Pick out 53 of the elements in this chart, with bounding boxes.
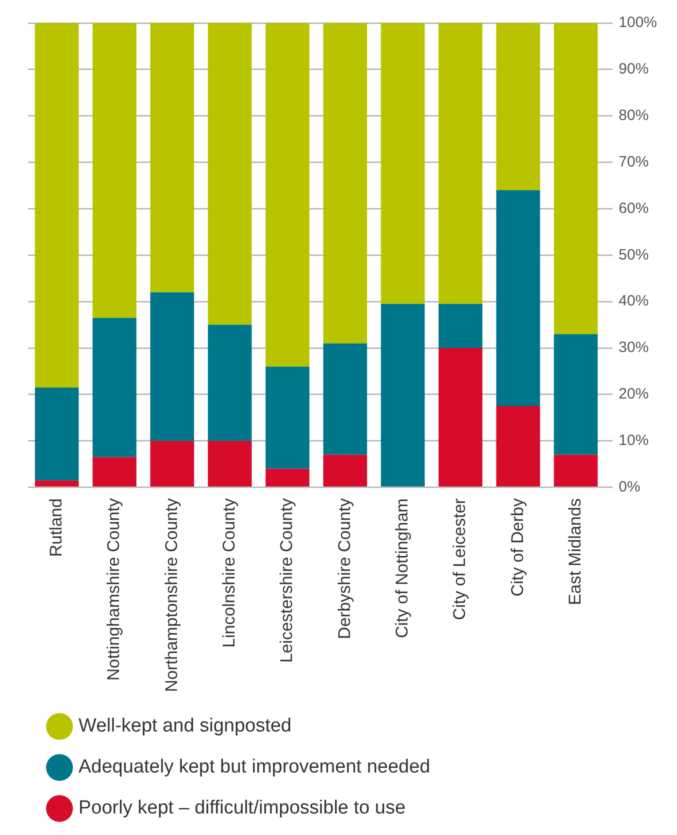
y-tick-label: 0% <box>618 478 640 496</box>
bar <box>208 324 252 441</box>
y-tick-label: 60% <box>618 200 649 217</box>
bar <box>496 406 540 487</box>
bar <box>34 480 79 487</box>
y-tick-label: 40% <box>618 292 649 310</box>
bar <box>380 304 425 487</box>
bar <box>92 457 136 487</box>
y-tick-label: 90% <box>618 60 649 78</box>
legend-label: Poorly kept – difficult/impossible to use <box>78 798 406 819</box>
x-tick-label: Rutland <box>46 498 66 557</box>
bar <box>323 23 368 344</box>
bar <box>380 23 425 304</box>
y-tick-label: 50% <box>618 246 649 264</box>
y-tick-label: 10% <box>618 432 649 450</box>
bar <box>323 343 368 455</box>
x-tick-label: City of Derby <box>508 498 527 597</box>
bar <box>208 440 252 487</box>
bar <box>554 454 598 487</box>
y-tick-label: 30% <box>618 339 649 356</box>
x-tick-label: Northamptonshire County <box>162 498 181 692</box>
x-tick-label: East Midlands <box>565 498 584 606</box>
bar <box>266 366 310 469</box>
legend-label: Adequately kept but improvement needed <box>78 756 430 778</box>
bar <box>438 348 482 487</box>
bar <box>208 23 252 325</box>
bar <box>150 292 194 441</box>
x-tick-label: City of Nottingham <box>392 498 412 638</box>
bar <box>554 334 598 455</box>
y-tick-label: 20% <box>618 386 649 403</box>
bar <box>496 23 540 190</box>
bar <box>266 468 310 487</box>
bar <box>34 23 79 388</box>
bar <box>323 454 368 487</box>
bar <box>266 23 310 367</box>
bar <box>150 23 194 292</box>
bar <box>92 23 136 318</box>
y-tick-label: 100% <box>618 14 658 32</box>
x-tick-label: Derbyshire County <box>334 498 354 640</box>
bar <box>150 440 194 487</box>
bar <box>438 304 482 348</box>
y-tick-label: 70% <box>618 153 649 170</box>
bar <box>438 23 482 304</box>
x-tick-label: Nottinghamshire County <box>104 498 124 681</box>
x-tick-label: Lincolnshire County <box>220 498 239 648</box>
bar <box>554 23 598 334</box>
x-tick-label: City of Leicester <box>450 498 470 620</box>
bar <box>34 387 79 480</box>
bar <box>496 190 540 406</box>
x-tick-label: Leicestershire County <box>277 498 296 663</box>
y-tick-label: 80% <box>618 107 649 124</box>
legend-label: Well-kept and signposted <box>78 716 292 737</box>
bar <box>92 318 136 458</box>
